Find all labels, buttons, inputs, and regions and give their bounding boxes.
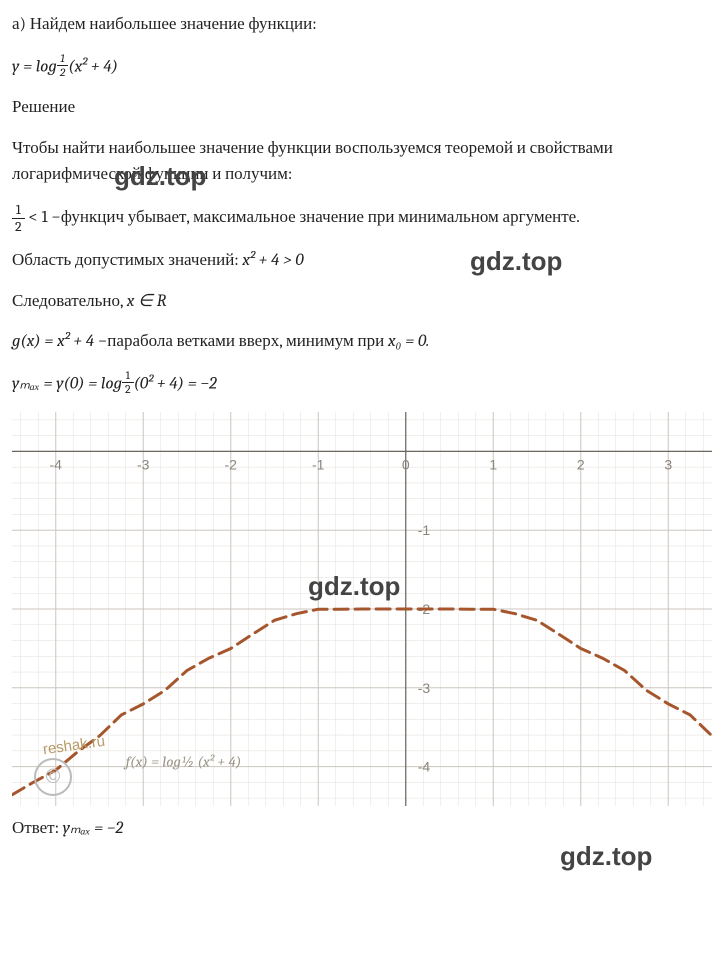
answer-value: yₘₐₓ = −2 [63,819,124,838]
task-line: а) Найдем наибольшее значение функции: [12,12,712,38]
g-of-x-line: g(x) = x² + 4 −парабола ветками вверх, м… [12,329,712,355]
svg-text:0: 0 [402,457,410,473]
svg-text:-3: -3 [418,680,431,696]
svg-text:f(x) = log½ (x² + 4): f(x) = log½ (x² + 4) [123,753,242,771]
formula-eq: = log [19,58,56,77]
svg-text:1: 1 [489,457,497,473]
svg-text:-2: -2 [225,457,238,473]
hence-line: Следовательно, x ∈ R [12,289,712,315]
svg-text:3: 3 [664,457,672,473]
formula-arg: (x² + 4) [68,58,118,77]
svg-text:-4: -4 [50,457,63,473]
g-min: x₀ = 0. [388,332,429,351]
svg-text:-1: -1 [312,457,325,473]
base-half-line: 12 < 1 −функцич убывает, максимальное зн… [12,202,712,234]
solution-header: Решение [12,95,712,121]
ymax-left: yₘₐₓ = y(0) = log [12,375,122,394]
hence-label: Следовательно, [12,292,127,311]
function-chart: -4-3-2-10123-4-3-2-1f(x) = log½ (x² + 4) [12,412,712,806]
domain-line: Область допустимых значений: x² + 4 > 0 [12,248,712,274]
svg-text:2: 2 [577,457,585,473]
log-base-half: 12 [57,52,68,79]
answer-line: Ответ: yₘₐₓ = −2 [12,816,712,842]
ymax-right: (0² + 4) = −2 [134,375,217,394]
g-desc: −парабола ветками вверх, минимум при [94,332,388,351]
svg-text:-4: -4 [418,759,431,775]
fraction-half: 12 [12,202,25,234]
svg-text:-1: -1 [418,522,431,538]
domain-expr: x² + 4 > 0 [242,251,303,270]
log-base-half-2: 12 [122,369,134,396]
ymax-line: yₘₐₓ = y(0) = log12(0² + 4) = −2 [12,369,712,398]
answer-label: Ответ: [12,819,63,838]
hence-expr: x ∈ R [127,292,167,311]
svg-text:-3: -3 [137,457,150,473]
chart-container: -4-3-2-10123-4-3-2-1f(x) = log½ (x² + 4)… [12,412,712,806]
property-line: Чтобы найти наибольшее значение функции … [12,136,712,189]
domain-label: Область допустимых значений: [12,251,242,270]
base-half-text: < 1 −функцич убывает, максимальное значе… [25,208,580,227]
g-of-x-expr: g(x) = x² + 4 [12,332,94,351]
main-formula: y = log12(x² + 4) [12,52,712,81]
